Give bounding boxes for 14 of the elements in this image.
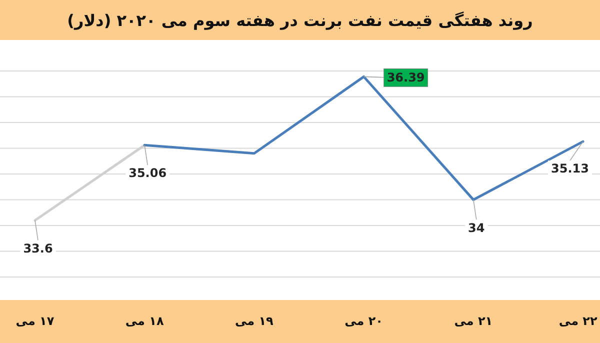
x-tick: ۲۰ می xyxy=(344,314,383,328)
x-tick: ۲۲ می xyxy=(558,314,598,328)
data-label: 33.6 xyxy=(23,241,53,256)
data-label: 36.39 xyxy=(386,70,425,85)
x-tick: ۲۱ می xyxy=(454,314,493,328)
x-tick: ۱۹ می xyxy=(235,314,274,328)
x-tick: ۱۸ می xyxy=(125,314,164,328)
x-tick: ۱۷ می xyxy=(16,314,54,328)
value-label: 36.39 xyxy=(384,68,428,87)
value-label: 35.13 xyxy=(548,160,592,177)
data-label: 35.13 xyxy=(551,162,589,176)
title: روند هفتگی قیمت نفت برنت در هفته سوم می ۲۰۲۰ (دلار) xyxy=(67,11,533,30)
data-label: 34 xyxy=(468,220,485,235)
data-label: 35.06 xyxy=(128,166,167,180)
